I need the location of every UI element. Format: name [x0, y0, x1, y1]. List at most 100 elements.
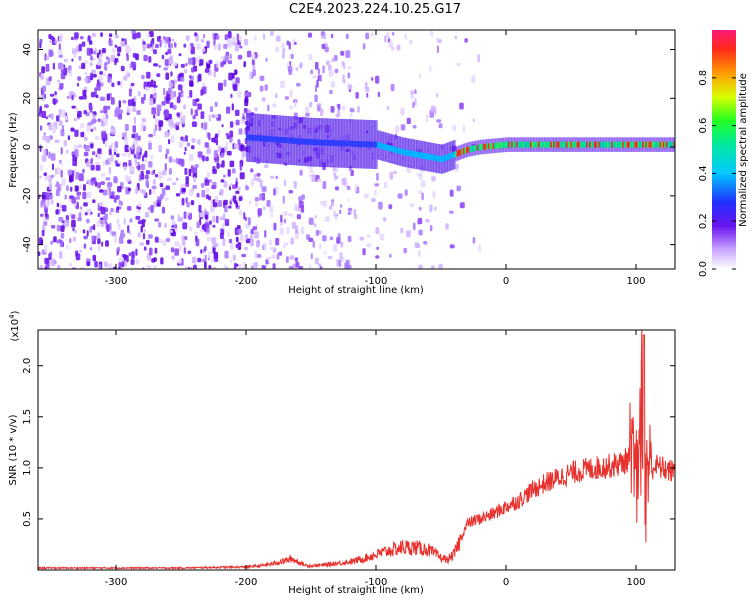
- spectrogram-speckle-dot: [252, 226, 257, 231]
- spectrogram-speckle-dot: [232, 78, 235, 85]
- spectrogram-speckle-dot: [154, 236, 159, 243]
- spectrogram-speckle-dot: [355, 92, 359, 99]
- spectrogram-speckle-dot: [200, 111, 205, 119]
- spectrogram-speckle-dot: [98, 202, 104, 207]
- spectrogram-speckle-dot: [239, 45, 243, 49]
- spectrogram-ridge-core: [327, 139, 330, 146]
- spectrogram-x-tick-label: -200: [235, 276, 258, 287]
- spectrogram-speckle-dot: [186, 212, 190, 216]
- spectrogram-speckle-dot: [350, 169, 354, 177]
- spectrogram-speckle-dot: [136, 145, 141, 153]
- snr-y-label: SNR (10 * v/v): [8, 414, 19, 485]
- spectrogram-ridge-core: [277, 136, 280, 143]
- spectrogram-speckle-dot: [180, 116, 186, 124]
- spectrogram-ridge-core: [617, 141, 620, 148]
- spectrogram-speckle-dot: [346, 185, 351, 190]
- spectrogram-speckle-dot: [117, 223, 121, 230]
- spectrogram-speckle-dot: [237, 54, 243, 60]
- spectrogram-speckle-dot: [164, 42, 167, 48]
- spectrogram-speckle-dot: [111, 48, 116, 53]
- spectrogram-speckle-dot: [116, 246, 121, 252]
- spectrogram-speckle-dot: [184, 167, 188, 175]
- spectrogram-speckle-dot: [436, 119, 442, 123]
- spectrogram-speckle-dot: [190, 108, 193, 116]
- spectrogram-ridge-core: [391, 145, 394, 152]
- spectrogram-speckle-dot: [102, 48, 106, 54]
- spectrogram-speckle-dot: [60, 147, 63, 155]
- spectrogram-speckle-dot: [54, 91, 57, 96]
- spectrogram-speckle-dot: [163, 87, 166, 96]
- spectrogram-ridge-core: [556, 141, 559, 148]
- spectrogram-speckle-dot: [251, 53, 256, 60]
- spectrogram-speckle-dot: [121, 38, 125, 42]
- spectrogram-speckle-dot: [207, 195, 212, 201]
- spectrogram-speckle-dot: [60, 225, 65, 232]
- spectrogram-speckle-dot: [201, 122, 204, 129]
- spectrogram-speckle-dot: [82, 145, 85, 150]
- spectrogram-ridge-core: [437, 155, 441, 162]
- spectrogram-ridge-core: [398, 148, 402, 154]
- spectrogram-speckle-dot: [335, 113, 340, 118]
- spectrogram-speckle-dot: [127, 187, 132, 192]
- spectrogram-speckle-dot: [86, 125, 92, 132]
- spectrogram-ridge-core: [606, 141, 609, 148]
- spectrogram-speckle-dot: [142, 43, 146, 52]
- spectrogram-speckle-dot: [95, 94, 99, 99]
- spectrogram-speckle-dot: [153, 178, 156, 185]
- spectrogram-ridge-core: [544, 141, 547, 148]
- spectrogram-speckle-dot: [282, 47, 286, 53]
- spectrogram-speckle-dot: [334, 68, 339, 74]
- spectrogram-speckle-dot: [404, 189, 408, 196]
- spectrogram-speckle-dot: [96, 52, 100, 59]
- spectrogram-speckle-dot: [118, 266, 121, 269]
- spectrogram-ridge-core: [292, 137, 295, 144]
- spectrogram-speckle-dot: [122, 153, 127, 157]
- spectrogram-ridge-core: [394, 146, 397, 153]
- spectrogram-speckle-dot: [105, 222, 108, 230]
- spectrogram-speckle-dot: [55, 184, 61, 188]
- spectrogram-x-ticks: -300 -200 -100 0 100: [105, 30, 646, 287]
- spectrogram-speckle-dot: [256, 172, 261, 177]
- spectrogram-speckle-dot: [178, 53, 182, 57]
- spectrogram-speckle-dot: [203, 122, 208, 130]
- spectrogram-speckle-dot: [418, 250, 421, 257]
- spectrogram-speckle-dot: [168, 168, 172, 175]
- spectrogram-speckle-dot: [175, 157, 178, 164]
- spectrogram-ridge-core: [275, 136, 278, 143]
- spectrogram-speckle-dot: [300, 226, 305, 235]
- spectrogram-speckle-dot: [214, 156, 220, 163]
- spectrogram-ridge-core: [665, 141, 668, 148]
- spectrogram-ridge-core: [384, 144, 387, 151]
- spectrogram-ridge-core: [427, 153, 430, 160]
- spectrogram-speckle-dot: [111, 191, 115, 197]
- spectrogram-speckle-dot: [174, 241, 180, 247]
- spectrogram-speckle-dot: [324, 46, 329, 53]
- spectrogram-speckle-dot: [89, 62, 93, 67]
- spectrogram-ridge-core: [422, 152, 425, 159]
- spectrogram-speckle-dot: [295, 231, 299, 239]
- spectrogram-speckle-dot: [77, 76, 81, 81]
- spectrogram-speckle-dot: [357, 106, 360, 113]
- spectrogram-speckle-dot: [82, 191, 87, 200]
- spectrogram-speckle-dot: [113, 148, 118, 152]
- spectrogram-speckle-dot: [118, 161, 122, 165]
- spectrogram-speckle-dot: [323, 251, 327, 255]
- spectrogram-speckle-dot: [308, 53, 312, 61]
- spectrogram-ridge-core: [607, 141, 611, 148]
- spectrogram-speckle-dot: [477, 54, 480, 63]
- spectrogram-speckle-dot: [114, 44, 118, 48]
- spectrogram-speckle-dot: [244, 246, 248, 251]
- spectrogram-speckle-dot: [178, 84, 183, 91]
- spectrogram-speckle-dot: [103, 114, 107, 122]
- spectrogram-speckle-dot: [223, 181, 228, 188]
- spectrogram-x-tick-label: -100: [365, 276, 388, 287]
- spectrogram-speckle-dot: [310, 69, 313, 75]
- spectrogram-speckle-dot: [38, 251, 41, 256]
- spectrogram-ridge-core: [324, 139, 327, 146]
- spectrogram-speckle-dot: [438, 39, 442, 44]
- spectrogram-speckle-dot: [79, 249, 82, 253]
- spectrogram-speckle-dot: [327, 255, 333, 260]
- spectrogram-speckle-dot: [212, 267, 217, 269]
- spectrogram-speckle-dot: [114, 160, 118, 164]
- spectrogram-ridge-core: [554, 141, 558, 148]
